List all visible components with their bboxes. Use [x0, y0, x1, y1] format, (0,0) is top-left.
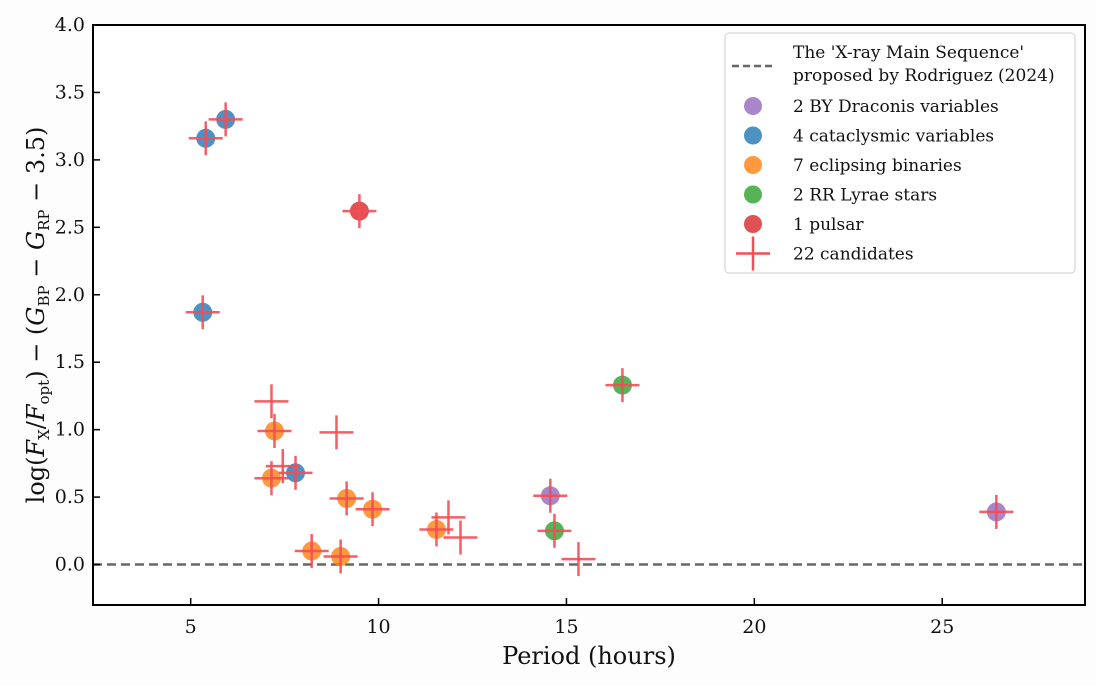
candidate-marker-21	[561, 542, 596, 577]
legend-label: 2 BY Draconis variables	[793, 97, 999, 117]
y-axis-ticks: 0.0 0.5 1.0 1.5 2.0 2.5 3.0 3.5 4.0	[55, 14, 100, 576]
candidate-marker-10	[323, 539, 358, 574]
x-axis-label: Period (hours)	[502, 642, 676, 670]
candidate-marker-12	[533, 478, 568, 513]
y-tick-label: 2.0	[55, 284, 85, 306]
candidate-marker-7	[329, 481, 364, 516]
candidate-marker-16	[254, 384, 289, 419]
y-tick-label: 4.0	[55, 14, 85, 36]
legend-label: 22 candidates	[793, 245, 914, 265]
candidate-marker-19	[431, 500, 466, 535]
candidate-marker-4	[342, 194, 377, 229]
y-axis-label: log(FX/Fopt) − (GBP − GRP − 3.5)	[22, 127, 53, 504]
candidate-marker-0	[188, 121, 223, 156]
candidate-marker-3	[278, 455, 313, 490]
legend-label: 7 eclipsing binaries	[793, 156, 962, 176]
y-tick-label: 1.0	[55, 419, 85, 441]
candidate-marker-9	[294, 534, 329, 569]
legend-label: 4 cataclysmic variables	[793, 127, 994, 147]
legend-label-reference-line-1: The 'X-ray Main Sequence'	[793, 43, 1024, 63]
candidate-marker-2	[185, 295, 220, 330]
legend-marker-circle-icon	[744, 156, 762, 174]
axes-frame	[92, 24, 1086, 606]
legend-label: 2 RR Lyrae stars	[793, 186, 937, 206]
candidate-marker-17	[319, 415, 354, 450]
legend: The 'X-ray Main Sequence' proposed by Ro…	[724, 32, 1076, 274]
legend-box	[724, 32, 1076, 274]
data-points-layer	[185, 102, 1014, 577]
y-tick-label: 3.5	[55, 81, 85, 103]
y-tick-label: 0.0	[55, 554, 85, 576]
legend-marker-circle-icon	[744, 215, 762, 233]
legend-items: 2 BY Draconis variables 4 cataclysmic var…	[736, 97, 999, 271]
candidate-marker-20	[443, 520, 478, 555]
y-tick-label: 2.5	[55, 216, 85, 238]
legend-label-reference-line-2: proposed by Rodriguez (2024)	[793, 66, 1055, 86]
candidate-marker-5	[257, 414, 292, 448]
legend-marker-circle-icon	[744, 126, 762, 145]
legend-marker-circle-icon	[744, 185, 762, 204]
candidate-marker-13	[979, 494, 1014, 529]
candidate-marker-14	[537, 513, 572, 548]
y-tick-label: 1.5	[55, 351, 85, 373]
candidate-marker-18	[265, 449, 300, 484]
x-tick-label: 15	[554, 616, 578, 638]
candidate-marker-15	[605, 368, 640, 403]
x-axis-ticks: 5 10 15 20 25	[185, 598, 954, 638]
legend-marker-circle-icon	[744, 97, 762, 115]
y-tick-label: 0.5	[55, 486, 85, 508]
y-tick-label: 3.0	[55, 149, 85, 171]
x-tick-label: 25	[930, 616, 954, 638]
x-tick-label: 20	[742, 616, 766, 638]
candidate-marker-1	[208, 102, 243, 137]
legend-label: 1 pulsar	[793, 215, 864, 235]
x-tick-label: 5	[185, 616, 197, 638]
candidate-marker-8	[355, 492, 390, 527]
x-tick-label: 10	[366, 616, 390, 638]
